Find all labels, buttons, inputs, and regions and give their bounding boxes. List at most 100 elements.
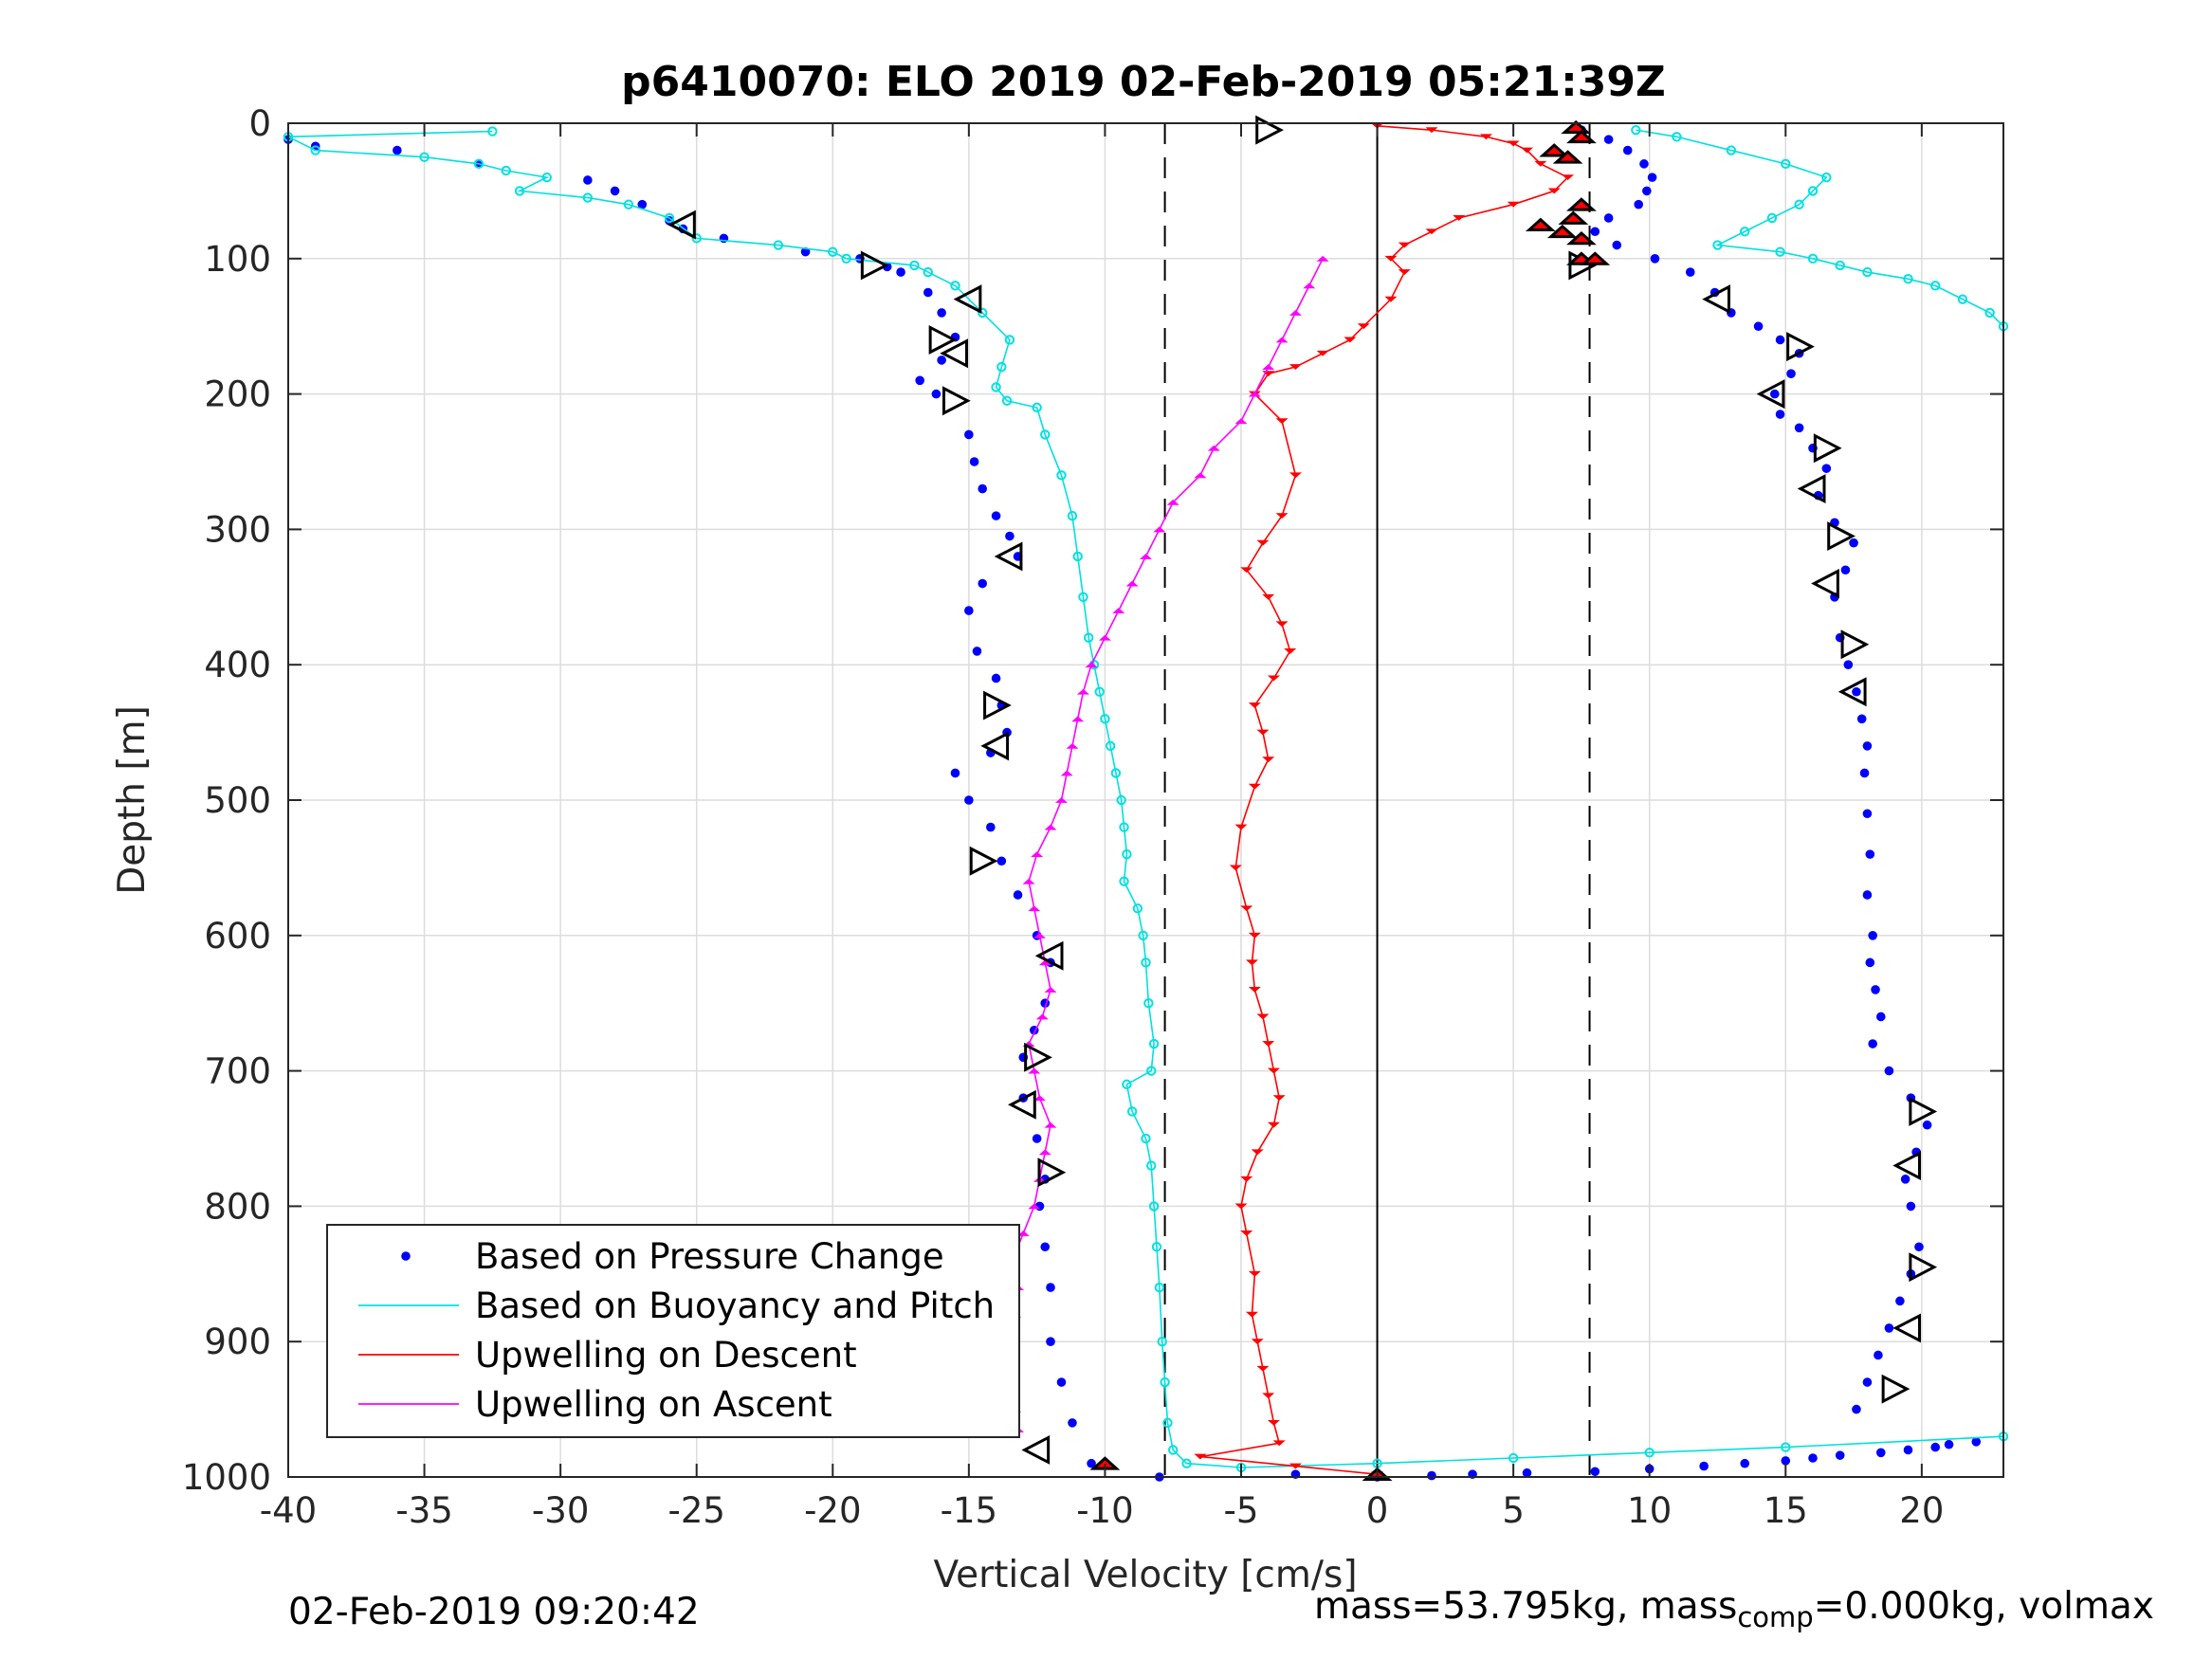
series-0-point-2-40 [1875, 1012, 1886, 1022]
series-1-point-0-34 [1110, 768, 1122, 778]
series-0-point-1-5 [1590, 1467, 1600, 1477]
red-marker-4 [1566, 197, 1597, 211]
series-2-point-0-12 [1384, 255, 1398, 262]
series-0-point-2-30 [1852, 686, 1861, 697]
series-3-point-0-19 [1028, 905, 1041, 912]
series-1-point-1-13 [1862, 266, 1873, 278]
series-0-point-0-26 [978, 578, 988, 589]
series-0-point-0-34 [964, 795, 974, 805]
series-0-point-2-47 [1906, 1201, 1916, 1212]
chart-title: p6410070: ELO 2019 02-Feb-2019 05:21:39Z [621, 58, 1666, 106]
series-2-point-0-28 [1284, 647, 1297, 654]
series-0-point-0-19 [931, 389, 941, 399]
series-1-point-1-1 [1672, 132, 1682, 142]
series-0-point-0-44 [1032, 1134, 1042, 1143]
series-1-line-1 [1636, 129, 2004, 327]
series-3-point-0-36 [1207, 445, 1220, 451]
series-1-point-0-12 [773, 240, 784, 250]
series-3-point-0-21 [1031, 851, 1044, 858]
series-1-point-0-59 [1508, 1452, 1519, 1464]
series-3-point-0-43 [1316, 255, 1329, 262]
series-1-point-1-0 [1631, 124, 1641, 136]
series-1-point-1-2 [1726, 145, 1737, 155]
series-3-point-0-34 [1166, 499, 1179, 505]
series-2-point-0-29 [1267, 675, 1280, 682]
series-2-point-0-24 [1256, 539, 1270, 546]
series-1-point-0-21 [991, 382, 1001, 392]
series-3-point-0-15 [1035, 1013, 1049, 1020]
series-2-point-0-26 [1262, 593, 1275, 600]
series-1-point-0-4 [473, 158, 484, 170]
series-2-point-0-47 [1234, 1203, 1248, 1210]
series-1-point-0-28 [1078, 592, 1088, 602]
series-0-point-2-42 [1884, 1066, 1894, 1076]
series-0-point-2-25 [1849, 538, 1858, 548]
series-3-point-0-22 [1044, 824, 1057, 830]
series-3-point-0-27 [1076, 688, 1089, 695]
series-1-point-0-19 [1004, 335, 1015, 345]
legend-marker-0 [401, 1251, 411, 1261]
y-tick-label-1: 100 [204, 239, 271, 280]
series-1-point-0-2 [310, 145, 320, 155]
y-tick-label-4: 400 [204, 645, 271, 685]
turn-marker-21 [1797, 474, 1826, 504]
y-tick-label-0: 0 [248, 103, 271, 144]
series-3-point-0-35 [1194, 472, 1207, 479]
series-2-point-0-50 [1245, 1311, 1258, 1318]
series-0-point-1-9 [1781, 1456, 1791, 1466]
mass-info-text: mass=53.795kg, masscomp=0.000kg, volmax [1314, 1585, 2154, 1633]
series-1-point-0-41 [1141, 957, 1151, 968]
series-1-point-0-39 [1132, 903, 1143, 914]
red-marker-2 [1539, 143, 1570, 157]
series-1-point-0-47 [1141, 1133, 1151, 1144]
series-1-point-0-25 [1056, 470, 1067, 481]
series-2-point-0-55 [1272, 1440, 1286, 1447]
series-0-point-0-14 [923, 287, 933, 298]
turn-marker-26 [1909, 1096, 1938, 1126]
mass-prefix: mass=53.795kg, mass [1314, 1585, 1738, 1628]
series-2-point-0-44 [1267, 1121, 1280, 1128]
timestamp-text: 02-Feb-2019 09:20:42 [288, 1591, 700, 1633]
series-0-point-2-1 [1603, 135, 1614, 144]
series-0-point-0-28 [972, 647, 982, 656]
series-1-point-0-5 [501, 165, 511, 176]
turn-marker-4 [928, 325, 958, 355]
series-0-point-2-3 [1639, 159, 1649, 169]
series-2-point-0-2 [1479, 134, 1492, 140]
series-1-point-0-14 [841, 253, 851, 264]
turn-marker-20 [1813, 433, 1842, 464]
series-0-point-2-41 [1868, 1039, 1877, 1048]
series-1-point-1-16 [1957, 294, 1968, 304]
series-0-point-0-51 [1068, 1418, 1077, 1428]
series-1-point-1-8 [1740, 227, 1750, 237]
y-axis-ticks: 0 100 200 300 400 500 600 700 800 900 1000 [182, 103, 2003, 1498]
series-0-point-0-23 [991, 511, 1001, 520]
turn-marker-2 [860, 250, 889, 281]
series-1-point-1-6 [1794, 199, 1804, 210]
series-3-point-0-39 [1262, 364, 1275, 370]
series-0-point-2-10 [1650, 254, 1660, 264]
series-1-point-0-35 [1116, 794, 1126, 806]
series-0-point-2-37 [1868, 931, 1877, 940]
series-1-point-0-10 [664, 212, 675, 224]
series-0-point-2-35 [1865, 849, 1875, 859]
x-tick-label-0: -40 [260, 1490, 317, 1531]
series-1-point-0-8 [582, 192, 594, 203]
series-0-point-2-48 [1914, 1242, 1924, 1252]
red-marker-5 [1558, 210, 1589, 225]
red-marker-0 [1561, 119, 1592, 135]
x-tick-label-10: 10 [1627, 1490, 1672, 1531]
series-1-point-0-29 [1084, 632, 1094, 643]
series-0-point-0-21 [969, 457, 979, 466]
series-2-point-0-41 [1262, 1041, 1275, 1047]
series-3-point-0-37 [1234, 418, 1248, 425]
series-2-point-0-40 [1256, 1013, 1270, 1020]
series-0-point-2-22 [1821, 464, 1832, 473]
series-0-point-2-26 [1840, 565, 1851, 575]
series-0-point-0-47 [1040, 1242, 1051, 1252]
series-0-point-0-10 [800, 246, 811, 257]
series-1-point-0-56 [1181, 1458, 1192, 1468]
series-1-point-0-6 [541, 172, 552, 183]
series-0-point-2-5 [1642, 186, 1652, 196]
